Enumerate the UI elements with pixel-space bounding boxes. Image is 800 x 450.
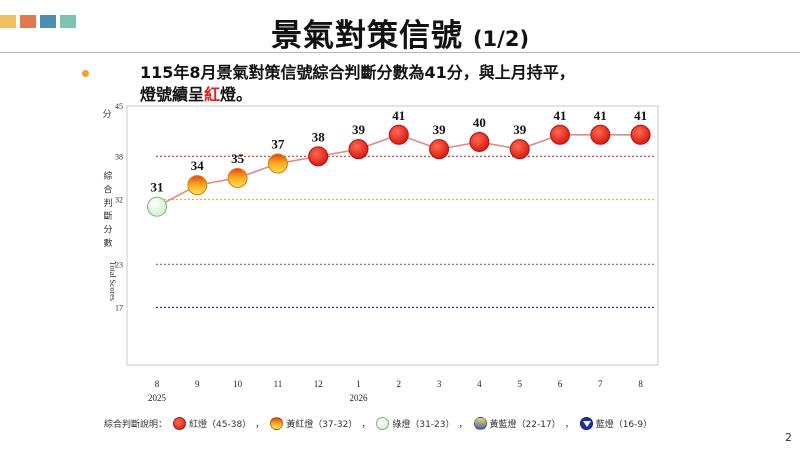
signal-marker xyxy=(388,124,409,145)
x-tick-label: 6 xyxy=(558,379,563,389)
x-tick-label: 2 xyxy=(397,379,402,389)
y-axis-label-char: 斷 xyxy=(103,210,112,222)
data-label: 40 xyxy=(473,115,486,130)
signal-marker xyxy=(550,124,570,145)
signal-marker xyxy=(469,131,490,152)
summary-line-1: 115年8月景氣對策信號綜合判斷分數為41分，與上月持平， xyxy=(140,63,575,82)
legend-separator: ， xyxy=(361,420,371,430)
legend-label: 藍燈（16-9） xyxy=(595,420,653,430)
page-title: 景氣對策信號 xyxy=(270,18,463,54)
y-axis-label-char: 合 xyxy=(103,183,112,195)
page-number: 2 xyxy=(785,431,792,444)
legend-intro: 綜合判斷說明： xyxy=(104,420,168,430)
summary-line-2: 燈號續呈紅燈。 xyxy=(140,84,575,106)
signal-marker xyxy=(429,139,450,160)
decorative-color-blocks xyxy=(0,15,76,28)
data-label: 39 xyxy=(352,122,366,137)
data-label: 37 xyxy=(271,137,285,152)
x-tick-label: 4 xyxy=(477,379,482,389)
signal-marker xyxy=(147,196,167,217)
summary-text: 115年8月景氣對策信號綜合判斷分數為41分，與上月持平， 燈號續呈紅燈。 xyxy=(140,62,575,106)
legend-swatch-yellow-red xyxy=(270,417,284,430)
x-year-label: 2025 xyxy=(148,393,167,403)
deco-block-3 xyxy=(40,15,56,28)
data-label: 39 xyxy=(433,122,447,137)
x-tick-label: 8 xyxy=(155,379,160,389)
y-axis-label-char: 判 xyxy=(103,197,112,209)
x-tick-label: 12 xyxy=(314,379,323,389)
legend-swatch-red xyxy=(173,417,187,430)
y-tick-label: 32 xyxy=(115,196,123,205)
page-indicator: (1/2) xyxy=(472,27,530,51)
legend-item-green: 綠燈（31-23）， xyxy=(376,417,468,430)
y-axis-label-char: 數 xyxy=(103,237,112,249)
y-tick-label: 23 xyxy=(115,260,123,269)
legend-swatch-green xyxy=(376,417,390,430)
x-tick-label: 10 xyxy=(233,379,243,389)
legend-item-blue: 藍燈（16-9） xyxy=(579,417,653,430)
legend: 綜合判斷說明： 紅燈（45-38），黃紅燈（37-32），綠燈（31-23），黃… xyxy=(104,417,652,430)
signal-marker xyxy=(227,167,248,188)
data-label: 41 xyxy=(634,108,647,123)
signal-marker xyxy=(308,146,329,167)
summary-line-2-suffix: 燈。 xyxy=(220,85,253,104)
x-tick-label: 11 xyxy=(274,379,283,389)
signal-marker xyxy=(509,139,530,160)
legend-label: 綠燈（31-23） xyxy=(392,420,455,430)
y-tick-label: 17 xyxy=(115,303,123,312)
slide-title: 景氣對策信號 (1/2) xyxy=(0,10,800,55)
signal-marker xyxy=(630,124,651,145)
y-axis-label-char: 分 xyxy=(103,225,112,236)
y-tick-label: 45 xyxy=(115,102,123,111)
legend-item-red: 紅燈（45-38）， xyxy=(173,417,264,430)
plot-frame xyxy=(126,105,659,366)
x-tick-label: 9 xyxy=(195,379,200,389)
summary-line-2-prefix: 燈號續呈 xyxy=(140,85,205,104)
legend-label: 紅燈（45-38） xyxy=(189,420,252,430)
x-tick-label: 3 xyxy=(437,379,442,389)
signal-marker xyxy=(348,139,369,160)
data-label: 31 xyxy=(151,180,164,195)
data-label: 35 xyxy=(231,151,245,166)
x-year-label: 2026 xyxy=(350,393,369,403)
y-axis-label-char: 綜 xyxy=(103,170,112,182)
data-label: 41 xyxy=(554,108,567,123)
x-tick-label: 8 xyxy=(638,379,643,389)
signal-marker xyxy=(590,124,611,145)
data-label: 41 xyxy=(392,108,405,123)
summary-highlight-red: 紅 xyxy=(204,85,221,104)
bullet-dot xyxy=(82,70,89,77)
signal-marker xyxy=(267,153,288,174)
data-label: 41 xyxy=(594,108,607,123)
legend-separator: ， xyxy=(564,420,574,430)
legend-separator: ， xyxy=(255,420,265,430)
x-tick-label: 5 xyxy=(517,379,522,389)
legend-item-yellow-blue: 黃藍燈（22-17）， xyxy=(473,417,574,430)
legend-swatch-blue xyxy=(579,417,593,430)
y-unit-label: 分 xyxy=(102,109,111,120)
data-label: 38 xyxy=(312,129,326,144)
title-divider xyxy=(0,52,800,53)
y-axis-label-en: Total Scores xyxy=(108,261,117,301)
deco-block-4 xyxy=(60,15,76,28)
legend-label: 黃紅燈（37-32） xyxy=(286,420,358,430)
data-label: 39 xyxy=(513,122,527,137)
signal-marker xyxy=(187,175,208,196)
legend-label: 黃藍燈（22-17） xyxy=(489,420,561,430)
y-tick-label: 38 xyxy=(115,152,123,161)
x-tick-label: 7 xyxy=(598,379,603,389)
deco-block-1 xyxy=(0,15,16,28)
legend-separator: ， xyxy=(458,420,468,430)
data-label: 34 xyxy=(191,158,205,173)
legend-item-yellow-red: 黃紅燈（37-32）， xyxy=(270,417,370,430)
deco-block-2 xyxy=(20,15,36,28)
legend-swatch-yellow-blue xyxy=(473,417,487,430)
x-tick-label: 1 xyxy=(356,379,361,389)
